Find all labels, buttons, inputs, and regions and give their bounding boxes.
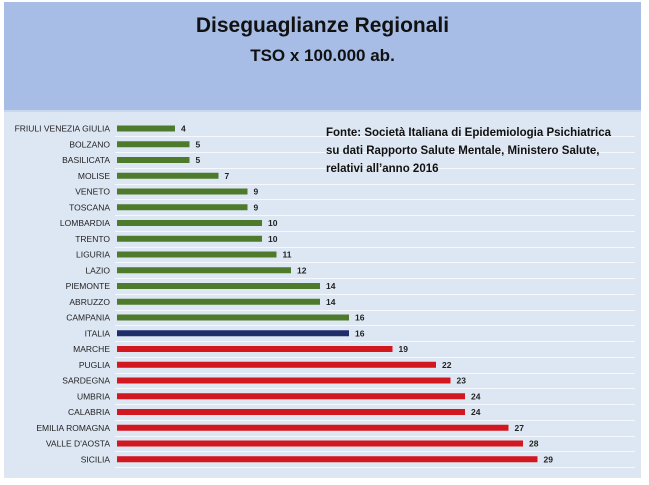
gridline — [115, 247, 635, 248]
gridline — [115, 310, 635, 311]
gridline — [115, 404, 635, 405]
gridline — [115, 278, 635, 279]
category-label: LAZIO — [85, 265, 110, 275]
gridline — [115, 373, 635, 374]
data-label: 10 — [268, 218, 278, 228]
data-label: 11 — [283, 250, 292, 260]
category-label: EMILIA ROMAGNA — [36, 423, 110, 433]
bar-valle-d-aosta — [117, 440, 523, 447]
source-note-line-2: su dati Rapporto Salute Mentale, Ministe… — [326, 145, 600, 157]
bar-liguria — [117, 251, 277, 258]
category-label: SARDEGNA — [62, 376, 110, 386]
source-note-line-3: relativi all’anno 2016 — [326, 163, 439, 175]
bar-marche — [117, 346, 393, 352]
data-label: 29 — [544, 454, 554, 464]
bar-sicilia — [117, 456, 538, 463]
data-label: 12 — [297, 265, 307, 275]
bar-veneto — [117, 188, 248, 195]
gridline — [115, 388, 635, 389]
gridline — [115, 152, 635, 153]
bar-trento — [117, 235, 262, 242]
gridline — [115, 199, 635, 200]
category-label: CAMPANIA — [66, 313, 110, 323]
title-header: Diseguaglianze Regionali TSO x 100.000 a… — [4, 2, 641, 112]
bar-umbria — [117, 393, 465, 400]
category-label: ITALIA — [85, 328, 111, 338]
bar-lombardia — [117, 220, 262, 226]
category-label: ABRUZZO — [69, 297, 110, 307]
bar-italia — [117, 330, 349, 337]
gridline — [115, 325, 635, 326]
category-label: CALABRIA — [68, 407, 110, 417]
data-label: 24 — [471, 391, 481, 401]
category-label: MARCHE — [73, 344, 110, 354]
data-label: 16 — [355, 313, 365, 323]
chart-title: Diseguaglianze Regionali — [195, 14, 450, 37]
data-label: 23 — [457, 376, 467, 386]
category-label: BOLZANO — [69, 139, 110, 149]
plot-area — [4, 112, 641, 478]
category-label: BASILICATA — [62, 155, 110, 165]
gridline — [115, 357, 635, 358]
bar-sardegna — [117, 377, 451, 384]
category-label: VENETO — [75, 187, 110, 197]
category-label: SICILIA — [81, 454, 111, 464]
category-label: PUGLIA — [79, 360, 111, 370]
data-label: 4 — [181, 124, 186, 134]
gridline — [115, 231, 635, 232]
gridline — [115, 168, 635, 169]
data-label: 28 — [529, 439, 539, 449]
data-label: 22 — [442, 360, 452, 370]
category-label: TRENTO — [75, 234, 110, 244]
gridline — [115, 262, 635, 263]
bar-campania — [117, 314, 349, 321]
category-label: LOMBARDIA — [60, 218, 110, 228]
bar-bolzano — [117, 141, 190, 148]
bar-basilicata — [117, 157, 190, 163]
gridline — [115, 436, 635, 437]
bar-puglia — [117, 361, 436, 368]
gridline — [115, 467, 635, 468]
gridline — [115, 341, 635, 342]
gridline — [115, 420, 635, 421]
data-label: 16 — [355, 328, 365, 338]
source-note: Fonte: Società Italiana di Epidemiologia… — [326, 124, 636, 178]
gridline — [115, 215, 635, 216]
data-label: 27 — [515, 423, 525, 433]
data-label: 19 — [399, 344, 409, 354]
gridline — [115, 451, 635, 452]
category-label: FRIULI VENEZIA GIULIA — [15, 124, 111, 134]
bar-piemonte — [117, 283, 320, 289]
gridline — [115, 294, 635, 295]
bar-toscana — [117, 204, 248, 211]
source-note-line-1: Fonte: Società Italiana di Epidemiologia… — [326, 127, 612, 139]
gridline — [115, 136, 635, 137]
category-label: VALLE D'AOSTA — [46, 439, 110, 449]
data-label: 5 — [196, 155, 201, 165]
data-label: 5 — [196, 139, 201, 149]
category-label: MOLISE — [78, 171, 110, 181]
category-label: TOSCANA — [69, 202, 110, 212]
data-label: 7 — [225, 171, 230, 181]
data-label: 24 — [471, 407, 481, 417]
category-label: UMBRIA — [77, 391, 110, 401]
bar-lazio — [117, 267, 291, 274]
bar-calabria — [117, 409, 465, 415]
data-label: 10 — [268, 234, 278, 244]
category-label: LIGURIA — [76, 250, 110, 260]
gridline — [115, 184, 635, 185]
data-label: 9 — [254, 202, 259, 212]
category-label: PIEMONTE — [66, 281, 111, 291]
bar-abruzzo — [117, 298, 320, 305]
bar-friuli-venezia-giulia — [117, 125, 175, 132]
data-label: 14 — [326, 281, 336, 291]
data-label: 14 — [326, 297, 336, 307]
bar-molise — [117, 172, 219, 179]
chart-subtitle: TSO x 100.000 ab. — [250, 46, 395, 65]
data-label: 9 — [254, 187, 259, 197]
bar-emilia-romagna — [117, 424, 509, 431]
